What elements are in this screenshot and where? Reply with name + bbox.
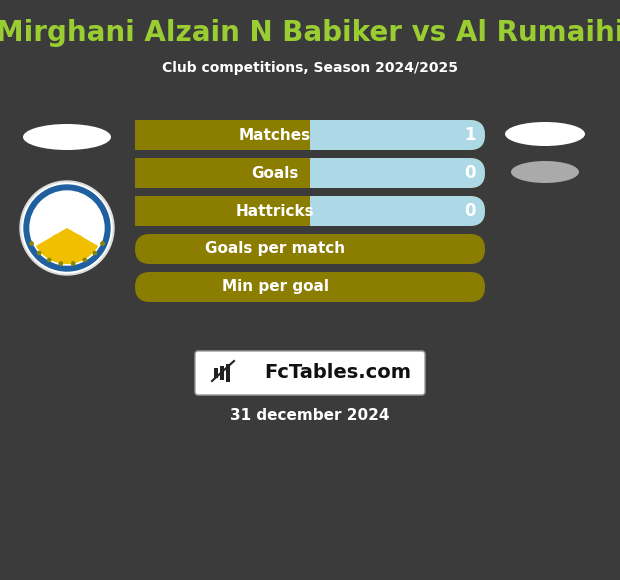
Circle shape [38,252,41,255]
Circle shape [30,242,33,245]
Circle shape [24,185,110,271]
FancyBboxPatch shape [135,158,485,188]
Circle shape [30,242,33,245]
Circle shape [83,259,86,262]
Ellipse shape [511,161,579,183]
Text: Matches: Matches [239,128,311,143]
FancyBboxPatch shape [135,120,485,150]
Ellipse shape [23,124,111,150]
Circle shape [72,262,74,265]
Text: 31 december 2024: 31 december 2024 [230,408,390,422]
Circle shape [62,235,72,245]
Bar [135,196,310,226]
Circle shape [72,235,82,245]
Text: Goals: Goals [251,165,299,180]
Circle shape [52,235,62,245]
Ellipse shape [505,122,585,146]
Text: Min per goal: Min per goal [221,280,329,295]
Text: 0: 0 [464,164,476,182]
Circle shape [20,181,114,275]
Circle shape [72,262,74,265]
Bar [220,366,224,380]
FancyBboxPatch shape [135,196,485,226]
FancyBboxPatch shape [135,272,485,302]
Circle shape [38,252,41,255]
Text: Club competitions, Season 2024/2025: Club competitions, Season 2024/2025 [162,61,458,75]
Circle shape [60,262,63,265]
Bar [135,158,310,188]
Circle shape [22,183,112,273]
FancyBboxPatch shape [195,351,425,395]
Circle shape [101,242,104,245]
Text: 0: 0 [464,202,476,220]
Text: Hattricks: Hattricks [236,204,314,219]
Circle shape [48,259,51,262]
Circle shape [30,191,104,265]
Bar [135,120,310,150]
Circle shape [94,252,96,255]
Text: 1: 1 [464,126,476,144]
Circle shape [101,242,104,245]
Bar [226,364,230,382]
FancyBboxPatch shape [135,196,485,226]
Circle shape [60,262,63,265]
FancyBboxPatch shape [135,158,485,188]
Text: FcTables.com: FcTables.com [264,364,411,382]
Wedge shape [36,228,98,264]
FancyBboxPatch shape [135,120,485,150]
FancyBboxPatch shape [135,234,485,264]
Text: Goals per match: Goals per match [205,241,345,256]
Circle shape [48,259,51,262]
Text: Mirghani Alzain N Babiker vs Al Rumaihi: Mirghani Alzain N Babiker vs Al Rumaihi [0,19,620,47]
Circle shape [83,259,86,262]
Circle shape [94,252,96,255]
Bar [214,368,218,378]
